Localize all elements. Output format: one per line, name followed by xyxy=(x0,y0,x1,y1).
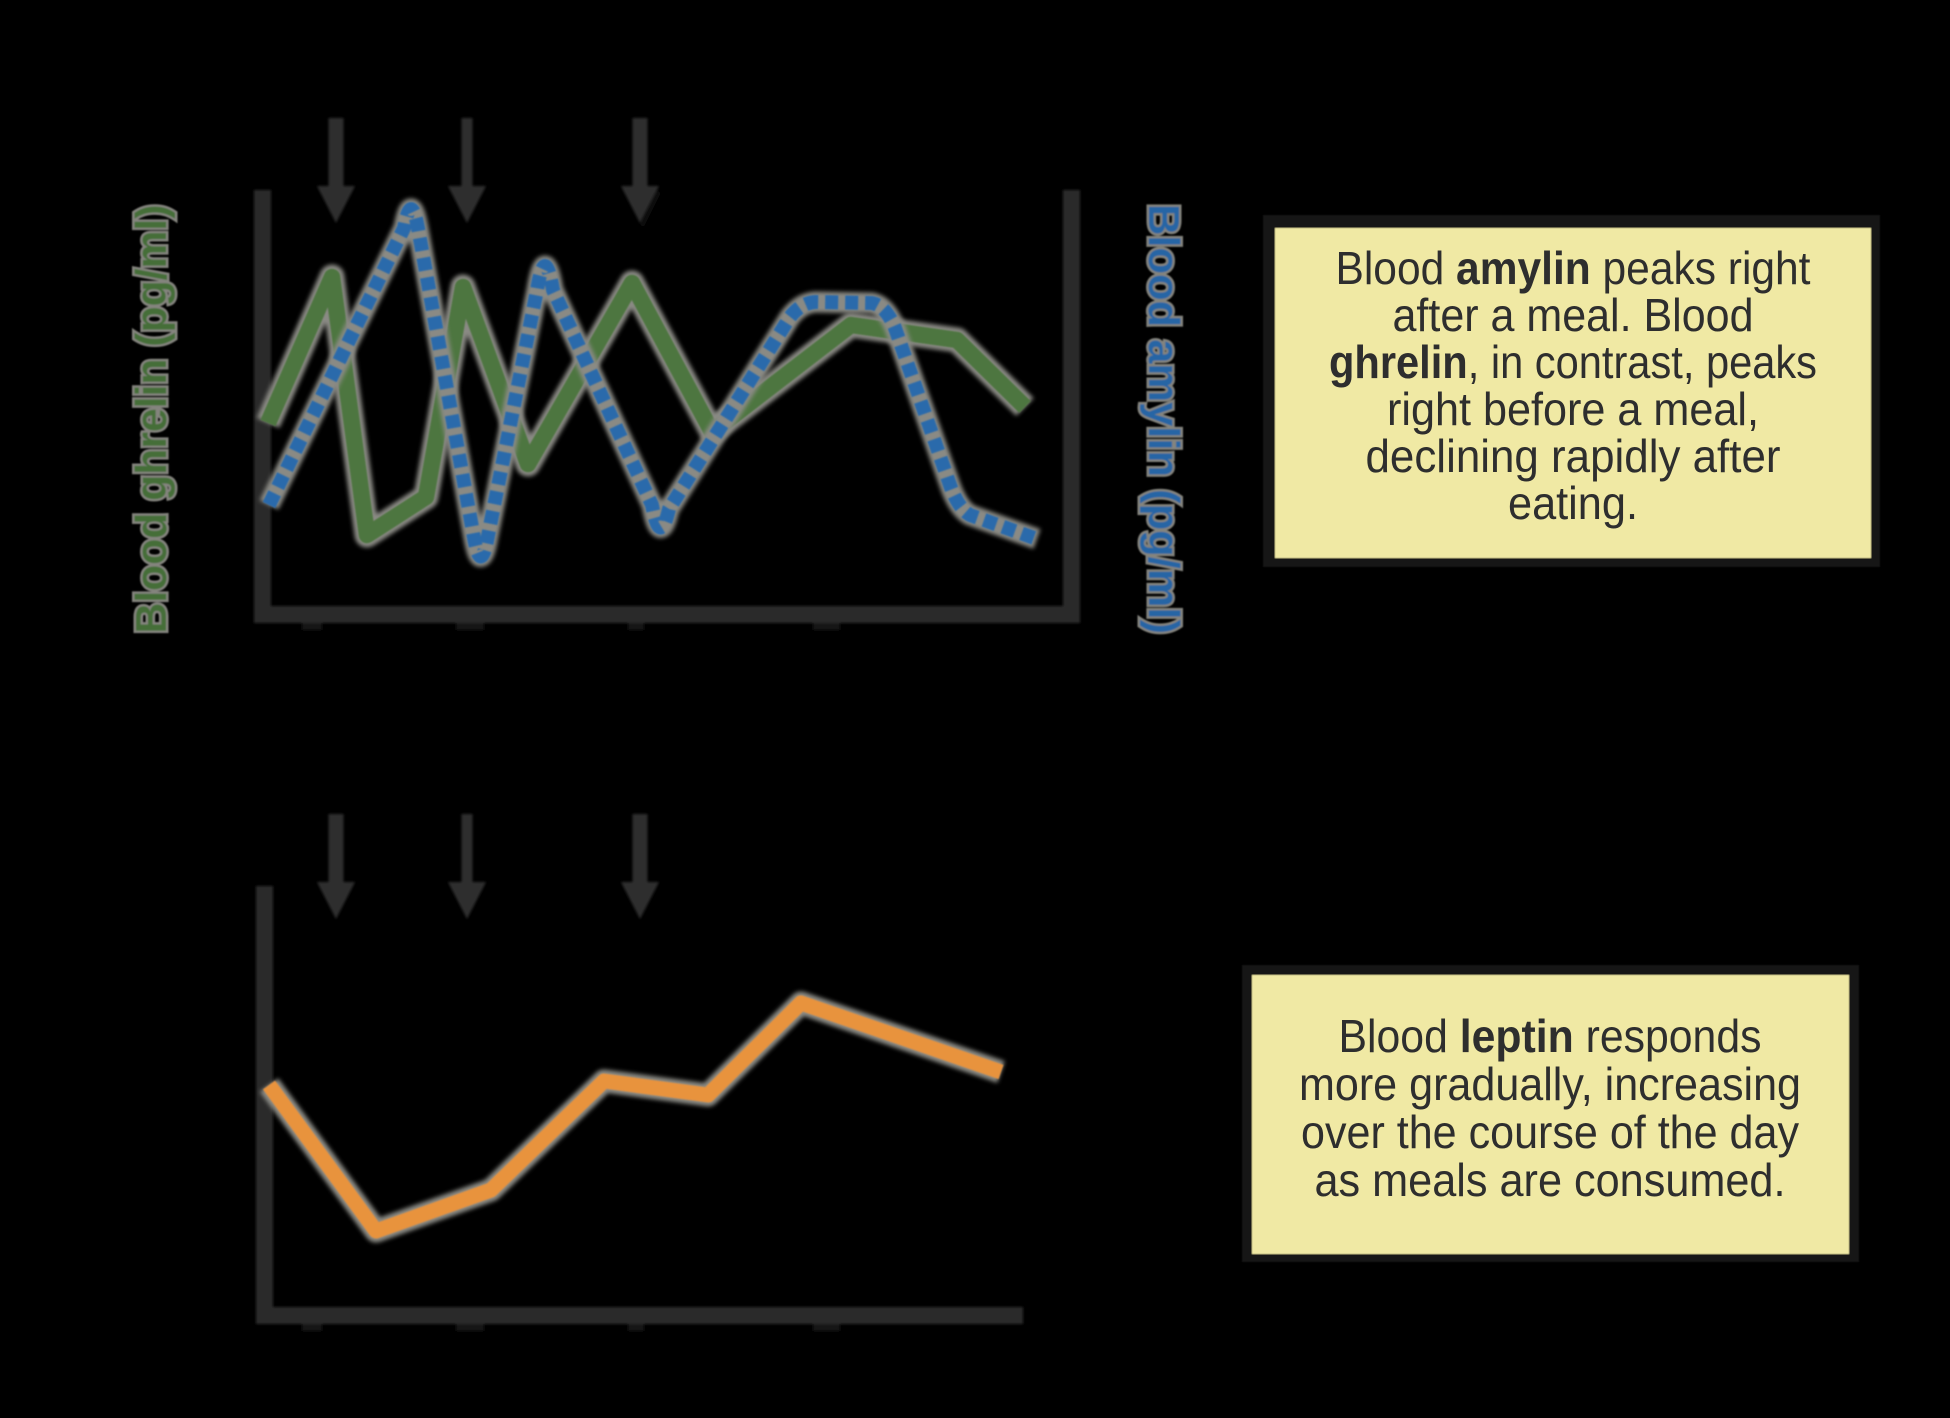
svg-text:right before a meal,: right before a meal, xyxy=(1387,383,1759,435)
svg-text:more gradually, increasing: more gradually, increasing xyxy=(1299,1058,1801,1110)
svg-text:Blood amylin peaks right: Blood amylin peaks right xyxy=(1336,242,1811,294)
svg-text:ghrelin, in contrast, peaks: ghrelin, in contrast, peaks xyxy=(1329,336,1817,388)
svg-text:eating.: eating. xyxy=(1508,477,1638,529)
svg-text:declining rapidly after: declining rapidly after xyxy=(1366,430,1781,482)
svg-text:Blood leptin responds: Blood leptin responds xyxy=(1339,1010,1762,1062)
svg-text:as meals are consumed.: as meals are consumed. xyxy=(1315,1154,1786,1206)
svg-text:Blood ghrelin (pg/ml): Blood ghrelin (pg/ml) xyxy=(127,205,176,634)
svg-text:over the course of the day: over the course of the day xyxy=(1301,1106,1799,1158)
svg-text:Blood amylin (pg/ml): Blood amylin (pg/ml) xyxy=(1139,204,1188,634)
svg-text:after a meal. Blood: after a meal. Blood xyxy=(1393,289,1754,341)
